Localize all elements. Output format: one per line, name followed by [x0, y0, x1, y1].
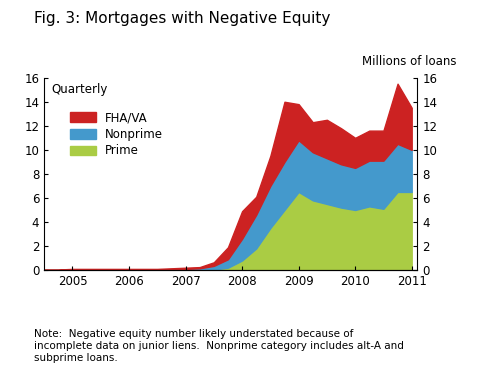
Legend: FHA/VA, Nonprime, Prime: FHA/VA, Nonprime, Prime — [65, 107, 168, 162]
Text: Millions of loans: Millions of loans — [362, 56, 457, 68]
Text: Note:  Negative equity number likely understated because of
incomplete data on j: Note: Negative equity number likely unde… — [34, 329, 404, 363]
Text: Quarterly: Quarterly — [52, 84, 108, 97]
Text: Fig. 3: Mortgages with Negative Equity: Fig. 3: Mortgages with Negative Equity — [34, 11, 331, 26]
